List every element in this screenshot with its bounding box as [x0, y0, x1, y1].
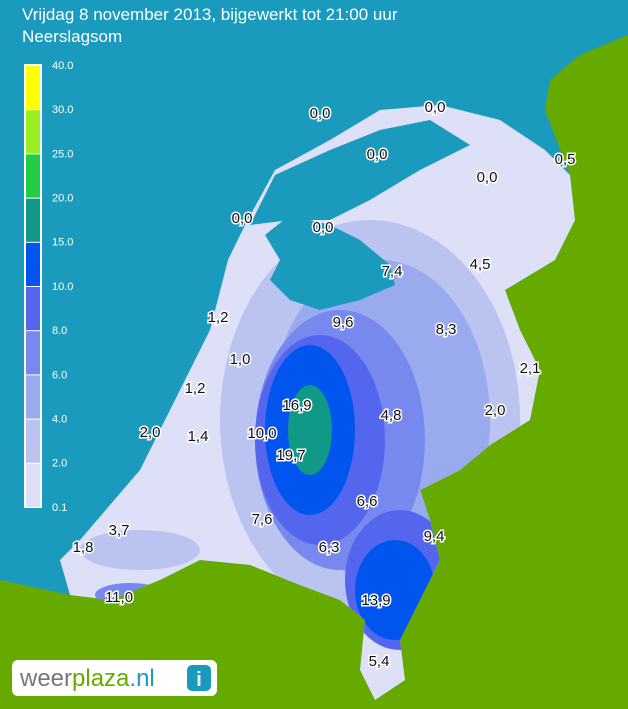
station-value: 1,2: [208, 309, 229, 326]
station-value: 0,0: [425, 99, 446, 116]
legend-swatch: [26, 154, 40, 198]
legend-label: 0.1: [52, 502, 67, 514]
station-value: 6,6: [357, 493, 378, 510]
legend-swatch: [26, 463, 40, 507]
station-value: 13,9: [361, 592, 390, 609]
station-value: 3,7: [109, 522, 130, 539]
logo-icon: [187, 665, 211, 691]
logo-part: plaza: [72, 665, 130, 692]
station-value: 8,3: [436, 321, 457, 338]
station-value: 0,0: [232, 210, 253, 227]
station-value: 9,4: [424, 528, 445, 545]
legend-label: 6.0: [52, 369, 67, 381]
station-value: 4,8: [381, 407, 402, 424]
title: Vrijdag 8 november 2013, bijgewerkt tot …: [22, 5, 398, 24]
station-value: 10,0: [247, 425, 276, 442]
station-value: 9,6: [333, 314, 354, 331]
legend-swatch: [26, 287, 40, 331]
legend-label: 8.0: [52, 325, 67, 337]
logo-part: .nl: [129, 665, 154, 692]
legend-swatch: [26, 331, 40, 375]
station-value: 1,8: [73, 539, 94, 556]
station-value: 2,0: [140, 424, 161, 441]
legend-label: 30.0: [52, 104, 73, 116]
subtitle: Neerslagsom: [22, 27, 122, 46]
station-value: 5,4: [369, 653, 390, 670]
station-value: 0,0: [477, 169, 498, 186]
ijsselmeer: [265, 215, 395, 310]
station-value: 11,0: [105, 589, 133, 606]
station-value: 4,5: [470, 256, 491, 273]
legend-label: 4.0: [52, 414, 67, 426]
legend-label: 20.0: [52, 193, 73, 205]
station-value: 1,0: [230, 351, 251, 368]
station-value: 1,4: [188, 428, 209, 445]
station-value: 16,9: [282, 397, 311, 414]
logo-icon-text: i: [196, 669, 202, 691]
station-value: 0,0: [310, 105, 331, 122]
station-value: 0,0: [313, 219, 334, 236]
station-value: 0,0: [367, 146, 388, 163]
legend-label: 10.0: [52, 281, 73, 293]
station-value: 19,7: [276, 447, 305, 464]
legend-swatch: [26, 110, 40, 154]
station-value: 6,3: [319, 539, 340, 556]
station-value: 2,1: [520, 360, 541, 377]
station-value: 1,2: [185, 380, 206, 397]
legend-swatch: [26, 375, 40, 419]
legend-label: 2.0: [52, 458, 67, 470]
station-value: 7,6: [252, 511, 273, 528]
legend-label: 25.0: [52, 148, 73, 160]
legend-swatch: [26, 66, 40, 110]
legend-swatch: [26, 242, 40, 286]
station-value: 7,4: [382, 263, 403, 280]
legend-swatch: [26, 198, 40, 242]
legend-label: 15.0: [52, 237, 73, 249]
legend-swatch: [26, 419, 40, 463]
wadden-sea: [250, 120, 470, 225]
station-value: 0,5: [555, 151, 576, 168]
logo: weerplaza.nl: [19, 665, 155, 692]
legend-label: 40.0: [52, 60, 73, 72]
land: [0, 35, 628, 709]
station-value: 2,0: [485, 402, 506, 419]
logo-box: [12, 660, 217, 696]
logo-part: weer: [19, 665, 72, 692]
